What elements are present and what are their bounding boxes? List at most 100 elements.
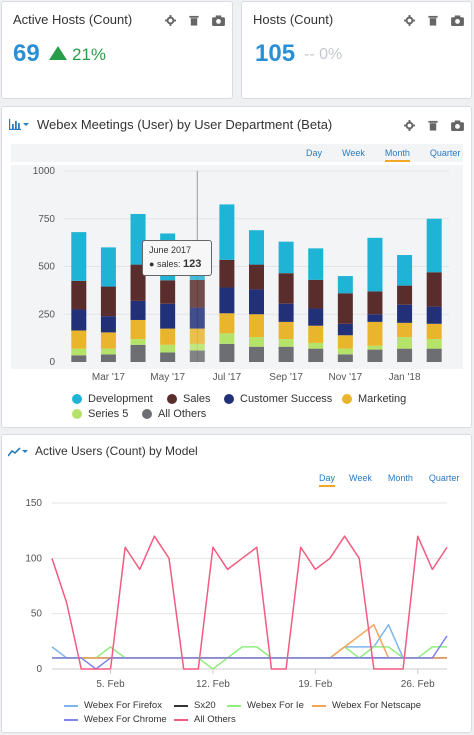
tab-month[interactable]: Month bbox=[387, 473, 413, 483]
bar-segment bbox=[397, 322, 413, 338]
line-chart-icon[interactable] bbox=[7, 444, 28, 462]
active-users-legend: Webex For Firefox Sx20 Webex For Ie Webe… bbox=[2, 699, 471, 731]
gear-icon[interactable] bbox=[402, 118, 416, 132]
bar-segment bbox=[337, 276, 353, 294]
legend-label: Series 5 bbox=[88, 408, 129, 420]
bar-segment bbox=[71, 232, 87, 281]
range-tab-bar bbox=[11, 144, 463, 162]
bar-segment bbox=[189, 343, 205, 351]
legend-swatch bbox=[227, 704, 241, 707]
tab-day[interactable]: Day bbox=[306, 148, 323, 158]
y-tick-label: 250 bbox=[38, 309, 55, 320]
legend-dot bbox=[72, 394, 82, 404]
legend-item-webex-for-firefox[interactable]: Webex For Firefox bbox=[64, 700, 162, 711]
bar-segment bbox=[367, 349, 383, 362]
bar-segment bbox=[189, 279, 205, 308]
tab-quarter[interactable]: Quarter bbox=[429, 148, 461, 158]
legend-label: Webex For Chrome bbox=[84, 714, 167, 725]
tab-quarter[interactable]: Quarter bbox=[428, 473, 460, 483]
bar-segment bbox=[100, 316, 116, 333]
bar-segment bbox=[337, 354, 353, 362]
legend-item-sx20[interactable]: Sx20 bbox=[174, 700, 216, 711]
y-tick-label: 0 bbox=[36, 664, 42, 675]
bar-segment bbox=[308, 248, 324, 280]
legend-item-webex-for-chrome[interactable]: Webex For Chrome bbox=[64, 714, 167, 725]
legend-item-webex-for-netscape[interactable]: Webex For Netscape bbox=[312, 700, 421, 711]
tab-week[interactable]: Week bbox=[342, 148, 365, 158]
bar-segment bbox=[189, 350, 205, 362]
range-tabs: Day Week Month Quarter bbox=[306, 148, 460, 162]
bar-segment bbox=[367, 314, 383, 322]
up-arrow-icon bbox=[49, 46, 67, 60]
series-line bbox=[52, 646, 447, 670]
legend-dot bbox=[167, 394, 177, 404]
camera-icon[interactable] bbox=[211, 13, 225, 27]
legend-label: Customer Success bbox=[240, 393, 333, 405]
bar-segment bbox=[308, 348, 324, 362]
legend-item-marketing[interactable]: Marketing bbox=[342, 393, 406, 405]
legend-item-all-others[interactable]: All Others bbox=[142, 408, 206, 420]
y-tick-label: 150 bbox=[25, 498, 42, 509]
gear-icon[interactable] bbox=[402, 13, 416, 27]
bar-segment bbox=[71, 330, 87, 349]
camera-icon[interactable] bbox=[450, 118, 464, 132]
bar-segment bbox=[130, 264, 146, 301]
x-tick-label: Jul '17 bbox=[213, 372, 242, 383]
tooltip-label: sales: bbox=[156, 259, 181, 269]
bar-segment bbox=[100, 247, 116, 287]
x-tick-label: Sep '17 bbox=[269, 372, 303, 383]
y-tick-label: 50 bbox=[31, 609, 43, 620]
bar-segment bbox=[367, 345, 383, 350]
bar-segment bbox=[426, 306, 442, 324]
legend-item-development[interactable]: Development bbox=[72, 393, 153, 405]
legend-label: Sales bbox=[183, 393, 211, 405]
x-tick-label: Jan '18 bbox=[389, 372, 421, 383]
meetings-chart-card: Webex Meetings (User) by User Department… bbox=[1, 106, 472, 428]
x-tick-label: Nov '17 bbox=[329, 372, 363, 383]
bar-segment bbox=[308, 342, 324, 349]
legend-swatch bbox=[64, 704, 78, 707]
trash-icon[interactable] bbox=[187, 13, 201, 27]
legend-item-customer-success[interactable]: Customer Success bbox=[224, 393, 332, 405]
bar-segment bbox=[278, 273, 294, 304]
series-line bbox=[52, 635, 448, 670]
legend-item-series-5[interactable]: Series 5 bbox=[72, 408, 128, 420]
bar-segment bbox=[249, 230, 264, 265]
bar-segment bbox=[278, 346, 294, 362]
bar-segment bbox=[71, 309, 87, 331]
range-tabs: Day Week Month Quarter bbox=[319, 473, 459, 487]
x-tick-label: Mar '17 bbox=[92, 372, 125, 383]
tooltip-date: June 2017 bbox=[149, 245, 192, 255]
active-users-line-chart: 0 50 100 150 5. Feb 12. Feb 19. Feb 26. Feb bbox=[25, 498, 448, 690]
card-toolbar bbox=[402, 118, 464, 132]
legend-label: Development bbox=[88, 393, 153, 405]
legend-item-webex-for-ie[interactable]: Webex For Ie bbox=[227, 700, 304, 711]
legend-dot bbox=[142, 409, 152, 419]
active-hosts-card: Active Hosts (Count) 69 21% bbox=[1, 1, 233, 99]
bar-segment bbox=[71, 280, 87, 310]
trash-icon[interactable] bbox=[426, 13, 440, 27]
legend-item-sales[interactable]: Sales bbox=[167, 393, 211, 405]
bar-segment bbox=[367, 237, 383, 292]
chart-type-icon[interactable] bbox=[9, 117, 29, 135]
legend-label: All Others bbox=[194, 714, 236, 725]
hosts-value: 105 bbox=[255, 40, 296, 67]
bar-segment bbox=[130, 213, 146, 265]
y-tick-label: 100 bbox=[25, 553, 42, 564]
bar-segment bbox=[130, 344, 146, 362]
tab-day[interactable]: Day bbox=[319, 473, 336, 487]
trash-icon[interactable] bbox=[426, 118, 440, 132]
tab-month[interactable]: Month bbox=[384, 148, 410, 162]
bar-segment bbox=[278, 339, 294, 347]
bar-segment bbox=[367, 321, 383, 346]
y-tick-label: 1000 bbox=[33, 166, 56, 177]
gear-icon[interactable] bbox=[163, 13, 177, 27]
camera-icon[interactable] bbox=[450, 13, 464, 27]
bar-segment bbox=[160, 303, 176, 329]
bar-segment bbox=[100, 348, 116, 355]
bar-segment bbox=[249, 337, 264, 347]
bar-segment bbox=[426, 348, 442, 362]
bar-segment bbox=[249, 314, 264, 338]
legend-item-all-others[interactable]: All Others bbox=[174, 714, 236, 725]
tab-week[interactable]: Week bbox=[349, 473, 372, 483]
